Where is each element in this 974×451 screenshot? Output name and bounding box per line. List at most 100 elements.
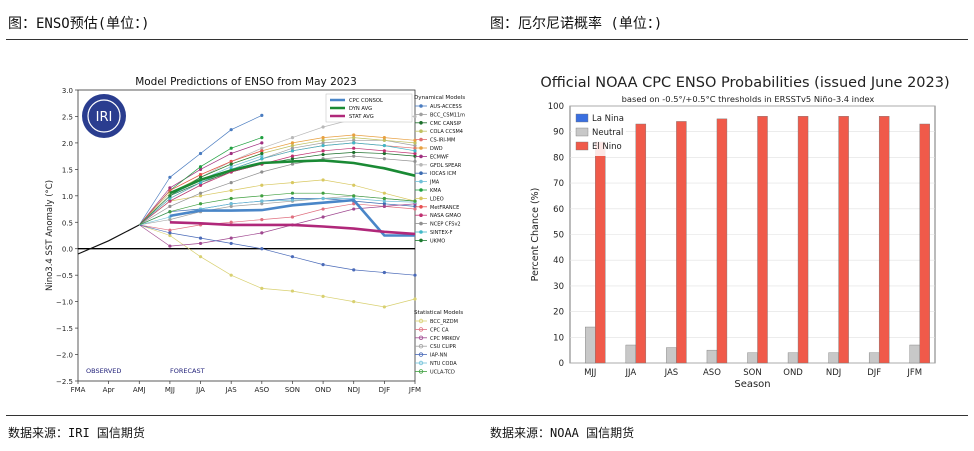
dyn-sintex-f-point [321, 143, 325, 148]
x-tick-label: AMJ [133, 386, 146, 394]
stat-bcc-rzdm-point [198, 255, 203, 259]
el-nino-bar [676, 121, 687, 364]
el-nino-bar [635, 123, 647, 364]
stat-cpc-ca-point [260, 218, 264, 222]
stat-iap-nn-point [321, 263, 325, 267]
legend-marker [419, 230, 423, 234]
stat-bcc-rzdm-point [352, 300, 356, 304]
y-tick-label: −2.5 [56, 378, 73, 386]
stat-iap-nn-point [352, 268, 356, 272]
neutral-bar [706, 349, 718, 364]
legend-label: UCLA-TCD [430, 369, 455, 375]
left-chart-title: 图：ENSO预估(单位：) [8, 16, 150, 32]
y-tick-label: 2.5 [62, 113, 73, 121]
stat-iap-nn-point [413, 273, 417, 277]
neutral-bar [787, 352, 799, 364]
connector-line [139, 190, 171, 226]
stat-cpc-ca-point [229, 220, 233, 224]
connector-line [139, 224, 170, 231]
stat-csu-clipr-point [260, 202, 264, 206]
x-tick-label: FMA [71, 386, 86, 394]
iri-logo: IRI [82, 94, 126, 138]
x-tick-label: JFM [906, 368, 922, 378]
dyn-cmc-cansip-point [290, 157, 295, 161]
connector-line [139, 211, 171, 226]
legend-marker [419, 179, 423, 184]
stat-ucla-tcd-point [229, 196, 233, 201]
legend-label: Neutral [592, 128, 623, 138]
dyn-sintex-f-point [413, 149, 417, 153]
stat-cpc-mrkov-point [321, 215, 325, 219]
averages-legend: CPC CONSOL DYN AVG STAT AVG [325, 93, 413, 123]
x-tick-label: OND [315, 386, 331, 394]
neutral-bar [868, 352, 880, 364]
chart-subtitle: based on -0.5°/+0.5°C thresholds in ERSS… [622, 94, 875, 104]
dyn-metfrance-line [169, 150, 262, 191]
legend-label: CMC CANSIP [430, 121, 461, 127]
noaa-probability-chart: Official NOAA CPC ENSO Probabilities (is… [530, 75, 950, 390]
y-tick-label: 2.0 [62, 140, 73, 148]
dyn-gfdl-spear-point [290, 136, 295, 140]
el-nino-bar [595, 141, 606, 364]
dyn-metfrance-point [260, 149, 264, 153]
dyn-bcc-csm11m-point [413, 143, 417, 148]
stat-bcc-rzdm-point [229, 273, 233, 277]
connector-line [139, 224, 171, 247]
dyn-sintex-f-point [260, 157, 264, 161]
stat-csu-clipr-point [229, 204, 233, 208]
connector-line [139, 224, 171, 236]
stat-iap-nn-point [260, 247, 264, 251]
dyn-gfdl-spear-point [321, 125, 325, 129]
dyn-dwd-point [321, 136, 325, 140]
y-tick-label: −1.0 [56, 299, 73, 307]
dyn-ldeo-point [260, 183, 264, 187]
legend-label: KMA [430, 188, 442, 194]
legend-marker [418, 327, 424, 332]
dyn-ldeo-point [229, 188, 233, 193]
dyn-dwd-point [413, 138, 417, 142]
el-nino-bar [757, 116, 768, 364]
dyn-jma-point [260, 154, 264, 158]
connector-line [139, 198, 171, 226]
stat-ucla-tcd-point [260, 194, 264, 198]
legend-label: DYN AVG [349, 106, 372, 112]
legend-label: CPC CONSOL [349, 98, 383, 104]
x-tick-label: JFM [408, 386, 421, 394]
y-axis-label: Percent Chance (%) [530, 188, 541, 282]
legend-marker [419, 154, 423, 159]
dyn-aus-access-point [198, 151, 203, 156]
legend-label: STAT AVG [349, 114, 374, 120]
connector-line [139, 177, 171, 226]
stat-cpc-ca-point [290, 215, 295, 219]
legend-label: CS-IRI-MM [430, 138, 455, 144]
legend-marker [418, 344, 424, 349]
bar-legend: La Nina Neutral El Nino [572, 112, 626, 156]
legend-marker [419, 221, 423, 226]
dyn-dwd-point [290, 141, 295, 145]
neutral-bar [828, 352, 839, 364]
dyn-bcc-csm11m-point [352, 138, 356, 142]
x-tick-label: OND [783, 368, 803, 378]
neutral-bar [909, 344, 920, 364]
connector-line [139, 206, 171, 226]
x-tick-label: JJA [195, 386, 205, 394]
legend-label: COLA CCSM4 [430, 129, 463, 135]
legend-marker [418, 360, 424, 366]
x-tick-label: SON [285, 386, 300, 394]
stat-ntu-coda-point [382, 199, 386, 203]
stat-ucla-tcd-point [352, 194, 356, 198]
dyn-ukmo-point [198, 175, 203, 179]
legend-marker [419, 171, 423, 175]
x-tick-label: JAS [664, 368, 679, 378]
y-tick-label: 60 [553, 205, 564, 215]
legend-marker [419, 121, 423, 125]
el-nino-bar [919, 123, 930, 364]
connector-line [139, 219, 170, 226]
y-axis-label: Nino3.4 SST Anomaly (°C) [45, 180, 55, 291]
statistical-legend-title: Statistical Models [414, 310, 463, 316]
stat-ucla-tcd-point [290, 191, 295, 195]
dyn-nasa-gmao-point [198, 183, 203, 187]
dyn-sintex-f-point [382, 143, 386, 148]
x-axis-label: Season [734, 379, 770, 390]
connector-line [139, 224, 170, 234]
